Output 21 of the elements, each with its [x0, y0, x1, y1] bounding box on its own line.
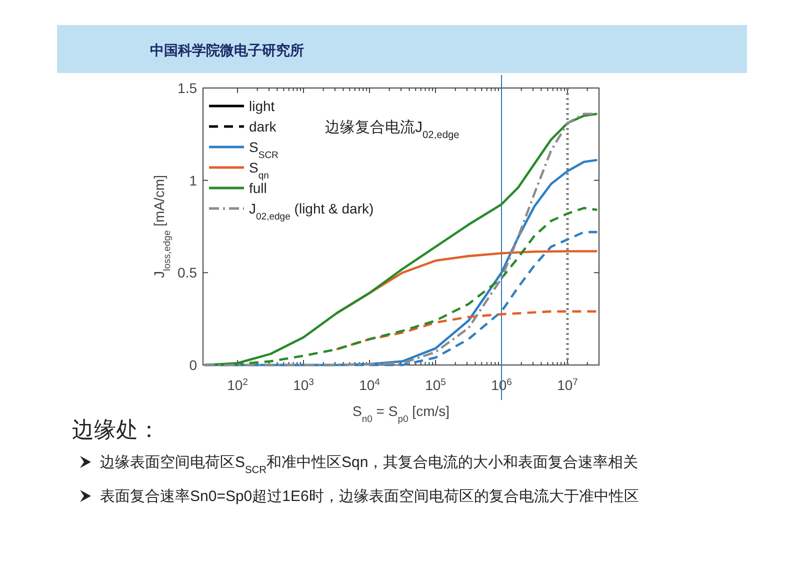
y-tick-label: 1: [189, 172, 198, 188]
legend-label: J$_{02,edge}$ (light & dark): [249, 200, 374, 222]
text: 边缘表面空间电荷区S$_{SCR}$和准中性区Sqn，其复合电流的大小和表面复合速率相关: [100, 454, 638, 476]
x-tick-label: 10$^{3}$: [293, 376, 314, 393]
text: 表面复合速率Sn0=Sp0超过1E6时，边缘表面空间电荷区的复合电流大于准中性区: [100, 488, 639, 505]
x-axis-title: S$_{n0}$ = S$_{p0}$ [cm/s]: [352, 403, 450, 424]
legend-label: S$_{qn}$: [249, 160, 269, 181]
text: 边缘处：: [72, 417, 160, 442]
legend-label: full: [249, 180, 267, 196]
x-tick-label: 10$^{5}$: [425, 376, 446, 393]
y-tick-label: 0.5: [178, 264, 198, 281]
legend-label: dark: [249, 118, 278, 134]
legend-label: light: [249, 98, 275, 114]
text: 中国科学院微电子研究所: [150, 42, 304, 58]
legend-label: S$_{SCR}$: [249, 139, 279, 160]
y-tick-label: 1.5: [178, 80, 198, 96]
y-tick-label: 0: [189, 357, 198, 373]
annotation: 边缘复合电流J$_{02,edge}$: [325, 119, 460, 140]
x-tick-label: 10$^{2}$: [227, 376, 248, 393]
x-tick-label: 10$^{7}$: [557, 376, 578, 393]
x-tick-label: 10$^{4}$: [359, 376, 381, 393]
